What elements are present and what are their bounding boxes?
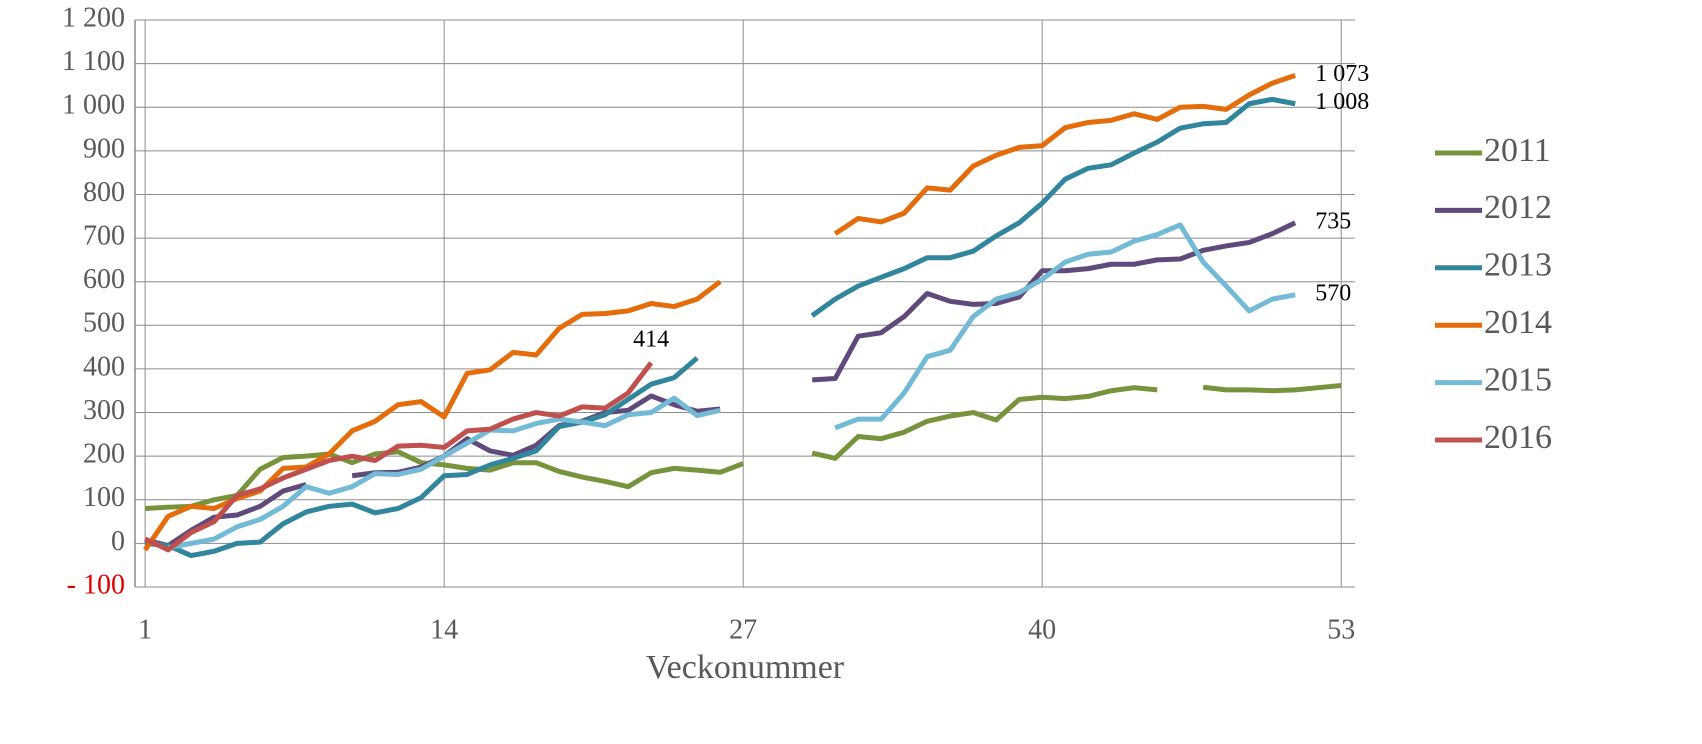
legend-label: 2012: [1484, 189, 1552, 226]
series-line: [144, 361, 654, 553]
y-tick-label: 1 200: [62, 2, 125, 33]
series-line: [143, 73, 1297, 552]
series-line: [144, 220, 1297, 549]
legend-label: 2014: [1484, 304, 1552, 341]
x-tick-label: 53: [1327, 614, 1355, 645]
x-tick-label: 14: [430, 614, 458, 645]
y-tick-label: 1 100: [62, 46, 125, 77]
data-label: 570: [1315, 280, 1351, 306]
y-tick-label: 500: [83, 308, 125, 339]
y-tick-label: 900: [83, 133, 125, 164]
y-tick-label: 700: [83, 220, 125, 251]
y-tick-label: 0: [111, 526, 125, 557]
x-tick-label: 40: [1028, 614, 1056, 645]
y-tick-label: 1 000: [62, 90, 125, 121]
legend-label: 2015: [1484, 361, 1552, 398]
y-tick-label: 400: [83, 351, 125, 382]
x-axis-title: Veckonummer: [646, 649, 845, 686]
data-label: 735: [1315, 208, 1351, 234]
y-tick-label: 800: [83, 177, 125, 208]
data-label: 1 008: [1315, 89, 1369, 115]
data-label: 414: [633, 326, 669, 352]
legend-label: 2016: [1484, 419, 1552, 456]
legend-label: 2013: [1484, 247, 1552, 284]
y-tick-label: 100: [83, 482, 125, 513]
y-tick-label: 600: [83, 264, 125, 295]
y-tick-label: - 100: [67, 569, 125, 600]
y-tick-label: 300: [83, 395, 125, 426]
y-tick-label: 200: [83, 439, 125, 470]
data-label: 1 073: [1315, 61, 1369, 87]
series-line: [144, 96, 1296, 559]
series-line: [167, 222, 1296, 551]
series-line: [144, 383, 1342, 511]
x-tick-label: 27: [729, 614, 757, 645]
x-tick-label: 1: [138, 614, 152, 645]
legend-label: 2011: [1484, 132, 1551, 169]
